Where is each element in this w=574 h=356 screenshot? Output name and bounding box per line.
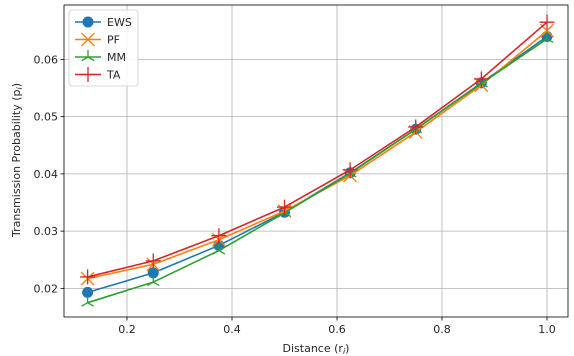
x-tick-label: 1.0 xyxy=(538,323,556,336)
series-layer xyxy=(80,14,555,307)
series-ta xyxy=(80,14,555,285)
series-pf xyxy=(80,23,554,286)
legend-label: PF xyxy=(107,34,120,47)
grid-lines xyxy=(64,5,568,317)
y-tick-label: 0.05 xyxy=(34,111,59,124)
legend-label: EWS xyxy=(107,16,132,29)
y-tick-label: 0.02 xyxy=(34,282,59,295)
y-tick-label: 0.04 xyxy=(34,168,59,181)
y-axis-label: Transmission Probability (pi) xyxy=(10,83,24,238)
data-point xyxy=(277,199,292,215)
legend-marker xyxy=(82,16,94,28)
plot-frame xyxy=(63,4,569,318)
data-point xyxy=(146,275,160,287)
legend-marker xyxy=(80,67,96,82)
legend-label: TA xyxy=(106,69,121,82)
x-axis-label: Distance (ri) xyxy=(283,342,350,356)
x-tick-label: 0.8 xyxy=(433,323,451,336)
legend-label: MM xyxy=(107,51,126,64)
data-point xyxy=(540,31,554,43)
series-line xyxy=(87,21,548,278)
y-tick-label: 0.06 xyxy=(34,53,59,66)
y-tick-label: 0.03 xyxy=(34,225,59,238)
x-tick-label: 0.4 xyxy=(223,323,241,336)
data-point xyxy=(408,119,424,135)
x-tick-label: 0.6 xyxy=(328,323,346,336)
axis-ticks: 0.2 0.4 0.6 0.8 1.0 0.02 0.03 0.04 0.05 0.06 xyxy=(34,53,556,336)
data-point xyxy=(80,269,96,285)
legend-marker xyxy=(81,32,95,47)
series-line xyxy=(87,35,548,294)
data-point xyxy=(211,228,227,244)
series-line xyxy=(87,38,548,304)
legend-item-ta: TA xyxy=(75,67,121,82)
legend-item-ews: EWS xyxy=(75,16,132,29)
series-line xyxy=(87,30,548,280)
data-point xyxy=(342,162,358,178)
legend-marker xyxy=(81,50,95,62)
data-point xyxy=(473,71,489,87)
data-point xyxy=(145,253,161,269)
legend-box xyxy=(68,9,139,87)
data-point xyxy=(539,14,555,30)
legend-item-mm: MM xyxy=(75,50,126,64)
data-point xyxy=(81,295,95,307)
legend: EWS PF MM TA xyxy=(68,9,139,87)
data-point xyxy=(212,243,226,255)
legend-item-pf: PF xyxy=(75,32,120,47)
x-tick-label: 0.2 xyxy=(118,323,136,336)
